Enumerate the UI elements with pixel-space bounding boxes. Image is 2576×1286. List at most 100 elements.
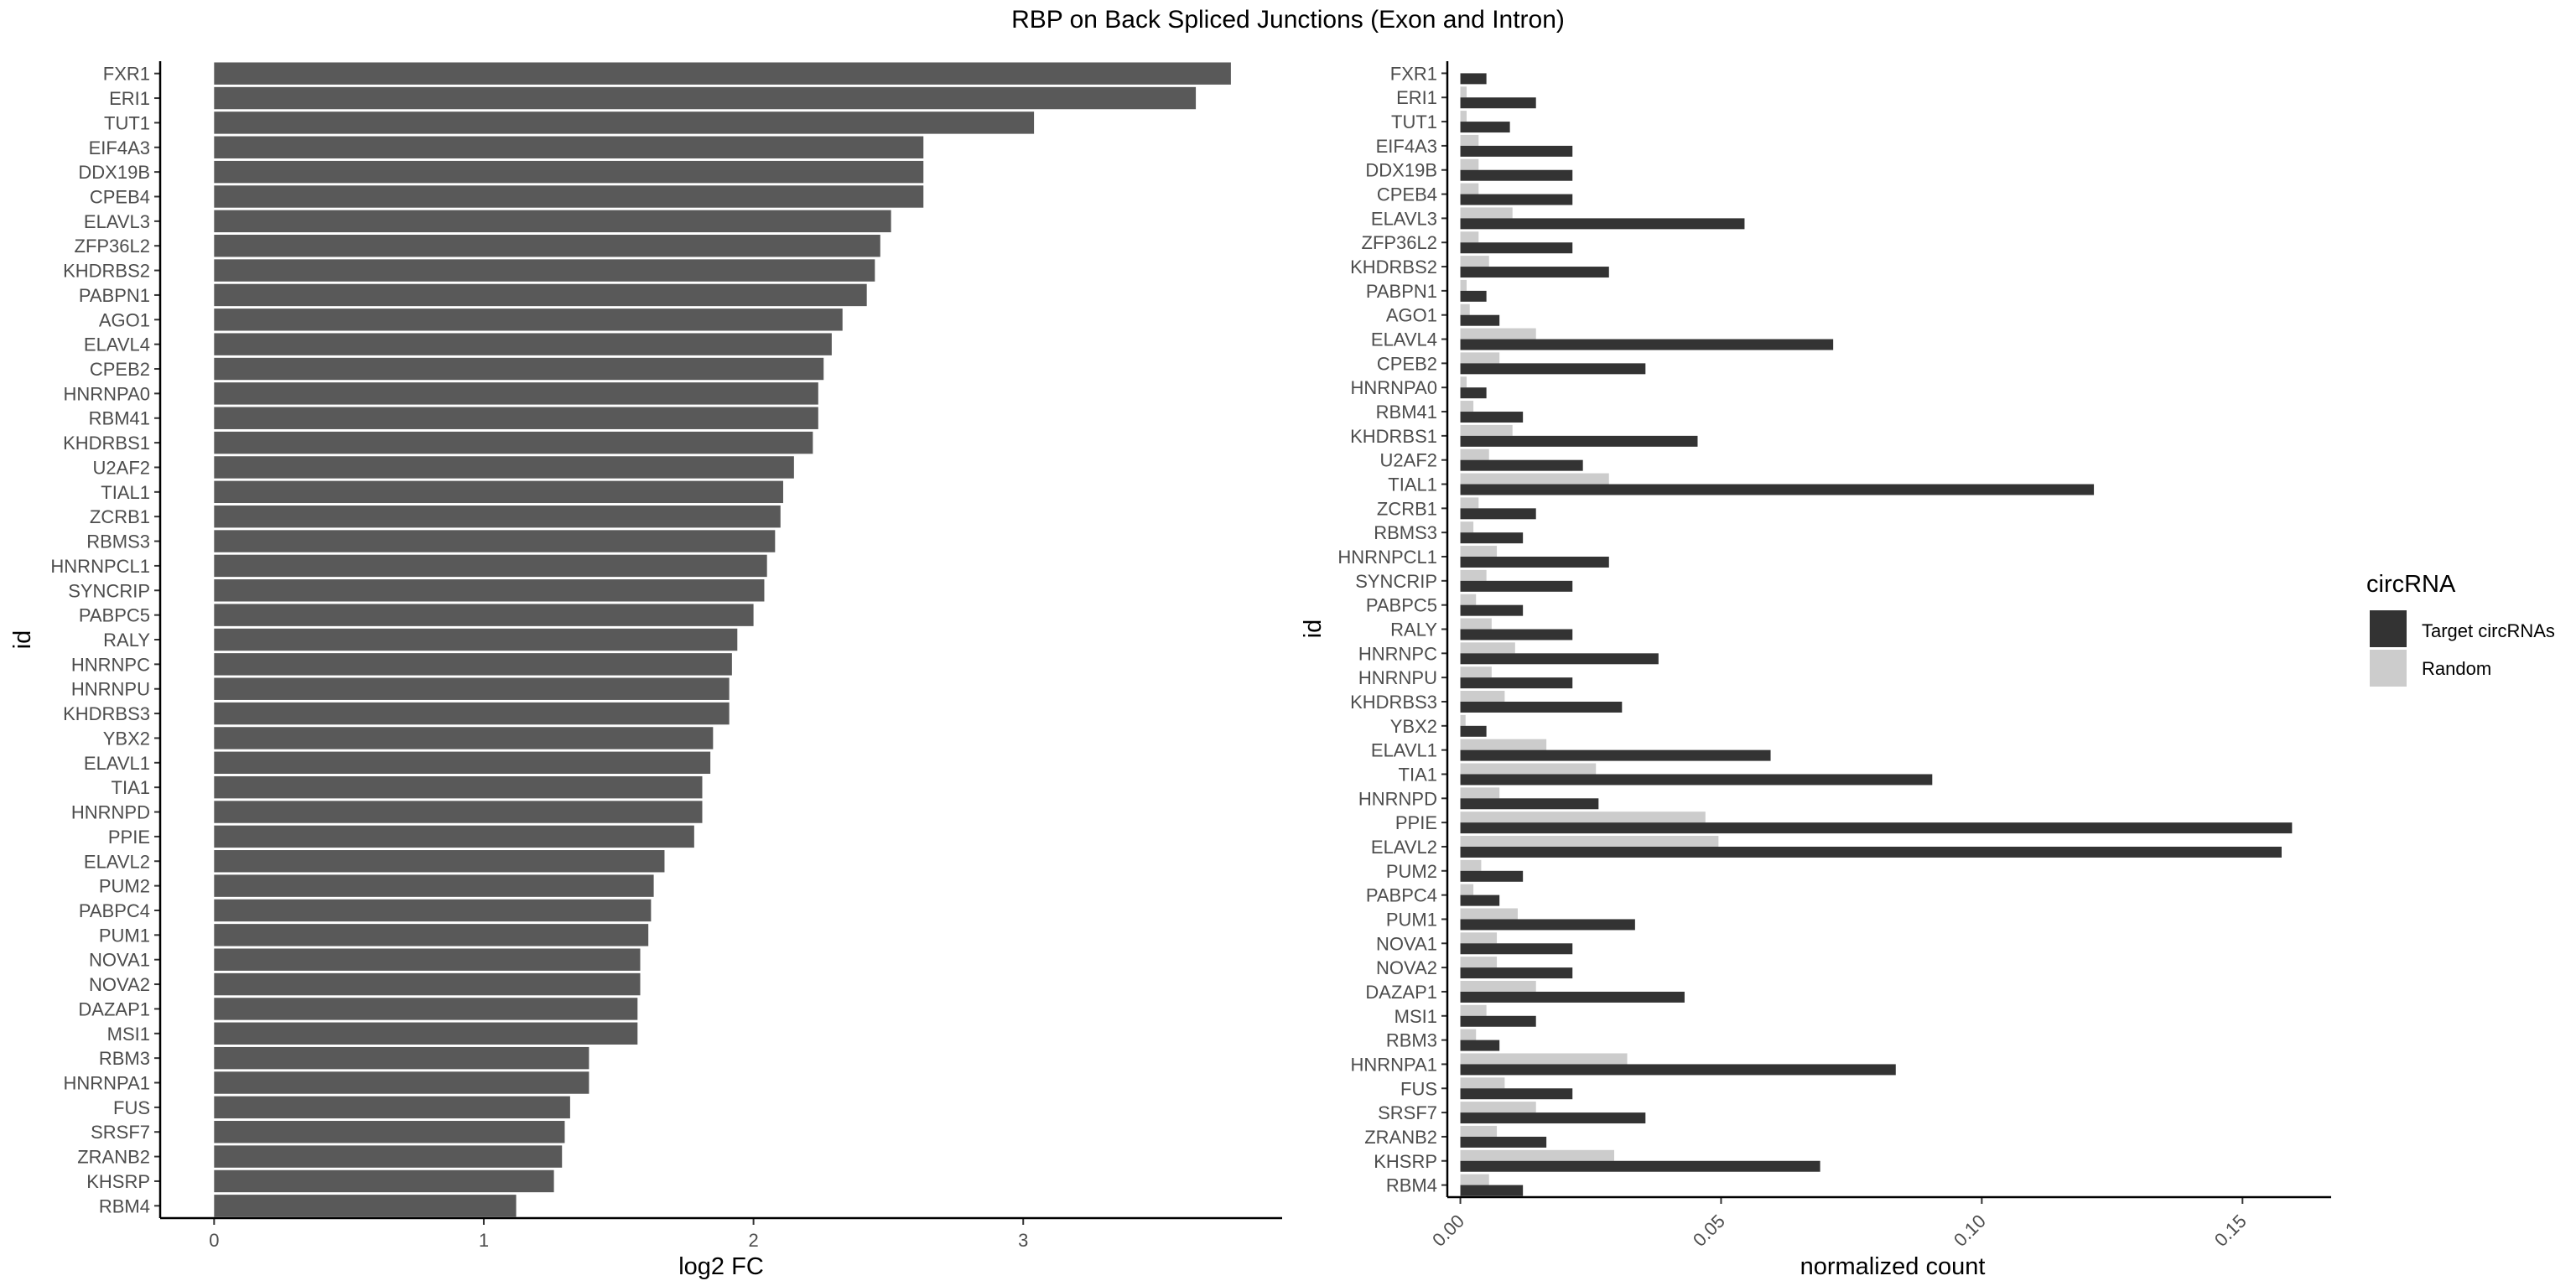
right-bar-random-cpeb4 xyxy=(1460,183,1479,194)
left-y-label-ybx2: YBX2 xyxy=(103,728,150,749)
right-y-label-srsf7: SRSF7 xyxy=(1378,1102,1437,1123)
right-bar-random-rbms3 xyxy=(1460,521,1474,533)
left-bar-ppie xyxy=(214,825,694,848)
right-y-label-msi1: MSI1 xyxy=(1394,1006,1437,1027)
left-bar-tial1 xyxy=(214,480,783,504)
right-bar-random-elavl2 xyxy=(1460,835,1719,847)
right-bar-target-pum1 xyxy=(1460,919,1635,931)
right-bar-random-pum2 xyxy=(1460,859,1482,871)
left-bar-eri1 xyxy=(214,86,1197,110)
right-y-label-khsrp: KHSRP xyxy=(1374,1151,1437,1172)
right-bar-target-pum2 xyxy=(1460,870,1524,882)
right-bar-random-khdrbs3 xyxy=(1460,691,1505,702)
right-y-label-nova1: NOVA1 xyxy=(1376,933,1437,954)
left-bar-rbm3 xyxy=(214,1046,589,1070)
left-bar-nova1 xyxy=(214,948,641,971)
left-y-label-hnrnpd: HNRNPD xyxy=(71,802,150,823)
right-bar-target-raly xyxy=(1460,629,1573,640)
right-y-label-nova2: NOVA2 xyxy=(1376,957,1437,978)
right-y-label-hnrnpu: HNRNPU xyxy=(1358,667,1437,688)
right-y-label-fxr1: FXR1 xyxy=(1390,63,1437,84)
right-bar-random-rbm41 xyxy=(1460,401,1474,412)
right-bar-target-nova1 xyxy=(1460,943,1573,955)
left-y-label-ppie: PPIE xyxy=(108,827,150,848)
left-bar-cpeb4 xyxy=(214,185,924,208)
right-y-label-hnrnpcl1: HNRNPCL1 xyxy=(1337,547,1437,568)
right-bar-target-elavl2 xyxy=(1460,846,2282,858)
left-y-label-hnrnpc: HNRNPC xyxy=(71,654,150,675)
left-y-label-nova1: NOVA1 xyxy=(89,950,150,971)
left-y-label-pabpc5: PABPC5 xyxy=(79,605,150,626)
left-y-label-u2af2: U2AF2 xyxy=(93,457,150,478)
left-y-label-hnrnpcl1: HNRNPCL1 xyxy=(50,556,150,577)
right-bar-random-hnrnpd xyxy=(1460,787,1500,799)
left-y-label-fxr1: FXR1 xyxy=(103,64,150,85)
left-bar-rbm4 xyxy=(214,1195,517,1217)
left-panel-log2fc: FXR1 ERI1 TUT1 EIF4A3 DDX19B CPEB4 ELAVL3 ZFP36… xyxy=(9,61,1282,1280)
left-y-label-hnrnpa0: HNRNPA0 xyxy=(63,383,150,404)
left-bar-rbm41 xyxy=(214,407,818,429)
right-y-label-hnrnpd: HNRNPD xyxy=(1358,788,1437,809)
left-x-tick-label-2: 2 xyxy=(748,1230,758,1251)
right-bar-target-pabpc5 xyxy=(1460,604,1524,616)
right-bar-target-cpeb2 xyxy=(1460,363,1646,375)
right-bar-target-tial1 xyxy=(1460,484,2095,495)
left-bar-tut1 xyxy=(214,111,1035,134)
right-bar-target-tut1 xyxy=(1460,122,1510,133)
left-bar-hnrnpd xyxy=(214,801,703,823)
right-y-label-syncrip: SYNCRIP xyxy=(1355,571,1437,592)
right-bar-target-srsf7 xyxy=(1460,1112,1646,1124)
right-bar-random-ago1 xyxy=(1460,303,1470,315)
legend-label-target: Target circRNAs xyxy=(2422,620,2555,641)
legend-swatch-random xyxy=(2370,650,2407,687)
left-y-label-rbms3: RBMS3 xyxy=(86,532,150,552)
right-bar-random-hnrnpa0 xyxy=(1460,376,1467,388)
left-y-label-hnrnpu: HNRNPU xyxy=(71,679,150,700)
right-bar-target-cpeb4 xyxy=(1460,194,1573,205)
right-bar-target-zfp36l2 xyxy=(1460,242,1573,254)
right-y-label-hnrnpc: HNRNPC xyxy=(1358,643,1437,664)
legend-swatch-target xyxy=(2370,610,2407,647)
right-bar-target-ybx2 xyxy=(1460,725,1487,737)
left-bar-khdrbs2 xyxy=(214,259,875,282)
left-bar-khsrp xyxy=(214,1169,554,1193)
left-bar-hnrnpcl1 xyxy=(214,554,767,578)
left-y-label-pabpc4: PABPC4 xyxy=(79,900,150,921)
left-y-label-fus: FUS xyxy=(113,1097,150,1118)
right-y-label-elavl1: ELAVL1 xyxy=(1371,740,1437,761)
left-bar-hnrnpc xyxy=(214,653,732,676)
right-y-label-elavl4: ELAVL4 xyxy=(1371,329,1437,350)
right-panel-normalized-count: FXR1 ERI1 TUT1 EIF4A3 DDX19B CPEB4 ELAVL3 ZFP36… xyxy=(1300,61,2331,1280)
left-y-label-eri1: ERI1 xyxy=(109,88,150,109)
right-bar-target-khdrbs1 xyxy=(1460,435,1698,447)
right-y-label-pabpc5: PABPC5 xyxy=(1366,595,1437,616)
right-y-label-rbm41: RBM41 xyxy=(1376,402,1437,423)
left-y-label-rbm3: RBM3 xyxy=(99,1048,150,1069)
right-bar-random-khdrbs2 xyxy=(1460,256,1489,267)
right-bar-random-raly xyxy=(1460,618,1492,630)
left-y-label-pabpn1: PABPN1 xyxy=(79,285,150,306)
right-bar-random-msi1 xyxy=(1460,1004,1487,1016)
left-y-label-cpeb4: CPEB4 xyxy=(90,186,150,207)
left-bar-ago1 xyxy=(214,309,843,331)
left-bar-pum1 xyxy=(214,924,649,946)
left-x-ticks: 0 1 2 3 xyxy=(209,1218,1028,1251)
right-bar-random-ddx19b xyxy=(1460,158,1479,170)
right-bar-target-hnrnpc xyxy=(1460,653,1659,665)
left-bar-ybx2 xyxy=(214,727,714,749)
left-y-label-khsrp: KHSRP xyxy=(86,1171,150,1192)
left-x-tick-label-1: 1 xyxy=(479,1230,489,1251)
right-bar-target-rbm41 xyxy=(1460,412,1524,423)
left-y-label-ago1: AGO1 xyxy=(99,309,150,330)
legend: circRNA Target circRNAs Random xyxy=(2366,571,2555,687)
right-bar-target-eif4a3 xyxy=(1460,145,1573,157)
right-bar-target-fxr1 xyxy=(1460,73,1487,85)
left-y-label-zcrb1: ZCRB1 xyxy=(90,506,150,527)
right-bar-random-fus xyxy=(1460,1077,1505,1089)
right-y-label-eif4a3: EIF4A3 xyxy=(1376,136,1437,157)
left-bar-zranb2 xyxy=(214,1145,563,1168)
right-bar-random-pum1 xyxy=(1460,908,1518,920)
right-y-label-ago1: AGO1 xyxy=(1386,305,1437,326)
right-bar-random-pabpc5 xyxy=(1460,594,1477,605)
right-bar-target-hnrnpa0 xyxy=(1460,387,1487,399)
